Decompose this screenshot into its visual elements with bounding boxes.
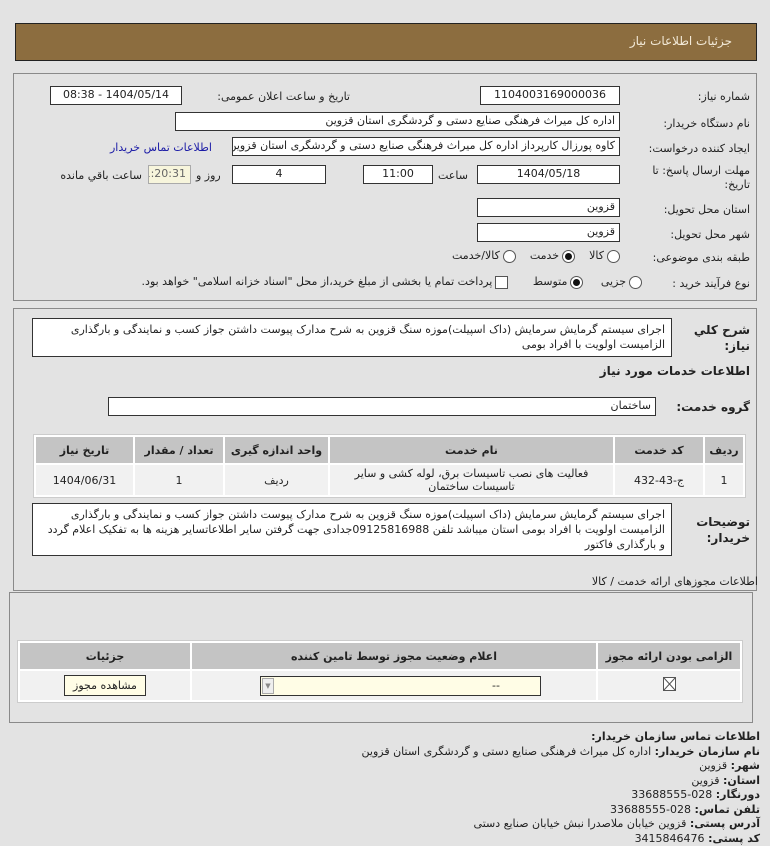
contact-city-label: شهر:: [730, 759, 760, 772]
checked-box-icon: [662, 677, 676, 691]
services-table: ردیف کد خدمت نام خدمت واحد اندازه گیری ت…: [33, 434, 746, 498]
column-header: جزئیات: [20, 643, 190, 669]
column-header: نام خدمت: [330, 437, 613, 463]
announce-label: تاریخ و ساعت اعلان عمومی:: [217, 90, 350, 103]
cell-details: مشاهده مجوز: [20, 671, 190, 700]
remaining-label: ساعت باقي مانده: [60, 169, 142, 182]
buyer-field: اداره کل میراث فرهنگی صنایع دستی و گردشگ…: [175, 112, 620, 131]
column-header: تاریخ نیاز: [36, 437, 133, 463]
category-radio-group: کالا خدمت کالا/خدمت: [452, 249, 620, 263]
buyer-notes-label: توضیحات خریدار:: [696, 515, 750, 545]
buyer-contact-section: اطلاعات تماس سازمان خریدار: نام سازمان خ…: [20, 730, 760, 846]
radio-icon[interactable]: [607, 249, 620, 263]
buyer-contact-link[interactable]: اطلاعات تماس خریدار: [110, 141, 212, 154]
cell-unit: ردیف: [225, 465, 328, 495]
contact-title: اطلاعات تماس سازمان خریدار:: [591, 730, 760, 743]
permit-status-select[interactable]: -- ▼: [260, 675, 541, 696]
radio-label: متوسط: [532, 275, 568, 288]
checkbox-icon[interactable]: [495, 275, 509, 289]
page-header: جزئیات اطلاعات نیاز: [15, 23, 757, 61]
radio-label: کالا/خدمت: [452, 249, 500, 262]
contact-address-label: آدرس پستی:: [689, 817, 760, 830]
description-label: شرح کلي نياز:: [693, 323, 750, 353]
days-label: روز و: [196, 169, 221, 182]
radio-selected-icon[interactable]: [562, 249, 576, 263]
radio-label: کالا: [589, 249, 604, 262]
view-permit-button[interactable]: مشاهده مجوز: [64, 675, 146, 696]
column-header: اعلام وضعیت مجوز توسط تامین کننده: [192, 643, 596, 669]
announce-field: 1404/05/14 - 08:38: [50, 86, 182, 105]
province-field: قزوین: [477, 198, 620, 217]
contact-fax-label: دورنگار:: [715, 788, 760, 801]
description-box: اجرای سیستم گرمایش سرمایش (داک اسپیلت)مو…: [32, 318, 672, 357]
contact-province: قزوین: [691, 773, 720, 787]
need-number-label: شماره نیاز:: [697, 90, 750, 103]
category-both-radio[interactable]: کالا/خدمت: [452, 249, 516, 263]
category-label: طبقه بندی موضوعی:: [652, 251, 750, 264]
radio-label: جزیی: [600, 275, 626, 288]
process-label: نوع فرآیند خرید :: [672, 277, 750, 290]
column-header: ردیف: [705, 437, 743, 463]
contact-province-label: استان:: [723, 773, 760, 787]
need-number-field: 1104003169000036: [480, 86, 620, 105]
cell-service-code: ج-43-432: [615, 465, 703, 495]
province-label: استان محل تحویل:: [663, 203, 750, 216]
radio-icon[interactable]: [502, 249, 516, 263]
select-value: --: [492, 678, 500, 692]
deadline-label: مهلت ارسال پاسخ: تا تاریخ:: [652, 164, 750, 191]
service-group-field: ساختمان: [108, 397, 656, 416]
cell-service-name: فعالیت های نصب تاسیسات برق، لوله کشی و س…: [330, 465, 613, 495]
radio-selected-icon[interactable]: [570, 275, 584, 289]
days-field: 4: [232, 165, 326, 184]
buyer-label: نام دستگاه خریدار:: [663, 117, 750, 130]
remaining-time-field: 01:20:31: [148, 165, 191, 184]
column-header: تعداد / مقدار: [135, 437, 223, 463]
deadline-date-field: 1404/05/18: [477, 165, 620, 184]
services-section-title: اطلاعات خدمات مورد نیاز: [599, 364, 750, 378]
need-info-panel: [13, 73, 757, 301]
city-field: قزوین: [477, 223, 620, 242]
city-label: شهر محل تحویل:: [670, 228, 750, 241]
radio-icon[interactable]: [629, 275, 642, 289]
treasury-payment-checkbox[interactable]: پرداخت تمام یا بخشی از مبلغ خرید،از محل …: [141, 275, 509, 289]
contact-phone: 028-33688555: [610, 802, 692, 816]
column-header: کد خدمت: [615, 437, 703, 463]
cell-status: -- ▼: [192, 671, 596, 700]
category-kala-radio[interactable]: کالا: [589, 249, 620, 263]
permits-table: الزامی بودن ارائه مجوز اعلام وضعیت مجوز …: [17, 640, 743, 703]
column-header: واحد اندازه گیری: [225, 437, 328, 463]
contact-postal: 3415846476: [634, 831, 705, 845]
contact-fax: 028-33688555: [631, 788, 713, 801]
contact-phone-label: تلفن تماس:: [694, 802, 760, 816]
creator-field: کاوه پورزال کارپرداز اداره کل میراث فرهن…: [232, 137, 620, 156]
cell-required: [598, 671, 740, 700]
buyer-notes-box: اجرای سیستم گرمایش سرمایش (داک اسپیلت)مو…: [32, 503, 672, 556]
contact-city: قزوین: [699, 759, 728, 772]
cell-need-date: 1404/06/31: [36, 465, 133, 495]
chevron-down-icon[interactable]: ▼: [262, 677, 274, 694]
cell-row-number: 1: [705, 465, 743, 495]
table-row: 1 ج-43-432 فعالیت های نصب تاسیسات برق، ل…: [36, 465, 743, 495]
column-header: الزامی بودن ارائه مجوز: [598, 643, 740, 669]
page-title: جزئیات اطلاعات نیاز: [629, 34, 732, 48]
process-medium-radio[interactable]: متوسط: [532, 275, 584, 289]
table-header-row: ردیف کد خدمت نام خدمت واحد اندازه گیری ت…: [36, 437, 743, 463]
cell-quantity: 1: [135, 465, 223, 495]
contact-postal-label: کد پستی:: [708, 831, 760, 845]
contact-org: اداره کل میراث فرهنگی صنایع دستی و گردشگ…: [361, 744, 652, 758]
category-khedmat-radio[interactable]: خدمت: [529, 249, 576, 263]
deadline-time-field: 11:00: [363, 165, 433, 184]
table-header-row: الزامی بودن ارائه مجوز اعلام وضعیت مجوز …: [20, 643, 740, 669]
table-row: -- ▼ مشاهده مجوز: [20, 671, 740, 700]
checkbox-label: پرداخت تمام یا بخشی از مبلغ خرید،از محل …: [141, 275, 493, 288]
permits-section-title: اطلاعات مجوزهای ارائه خدمت / کالا: [591, 575, 758, 588]
process-minor-radio[interactable]: جزیی: [600, 275, 642, 289]
service-group-label: گروه خدمت:: [676, 400, 750, 414]
contact-address: قزوین خیابان ملاصدرا نبش خیابان صنایع دس…: [473, 817, 687, 830]
contact-org-label: نام سازمان خریدار:: [654, 744, 760, 758]
radio-label: خدمت: [529, 249, 560, 262]
time-label: ساعت: [438, 169, 468, 182]
creator-label: ایجاد کننده درخواست:: [648, 142, 750, 155]
process-radio-group: جزیی متوسط پرداخت تمام یا بخشی از مبلغ خ…: [142, 275, 642, 289]
